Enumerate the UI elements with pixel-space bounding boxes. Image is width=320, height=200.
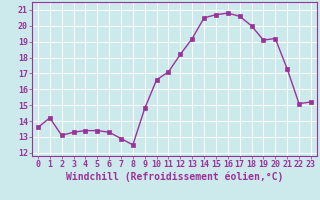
X-axis label: Windchill (Refroidissement éolien,°C): Windchill (Refroidissement éolien,°C) (66, 172, 283, 182)
